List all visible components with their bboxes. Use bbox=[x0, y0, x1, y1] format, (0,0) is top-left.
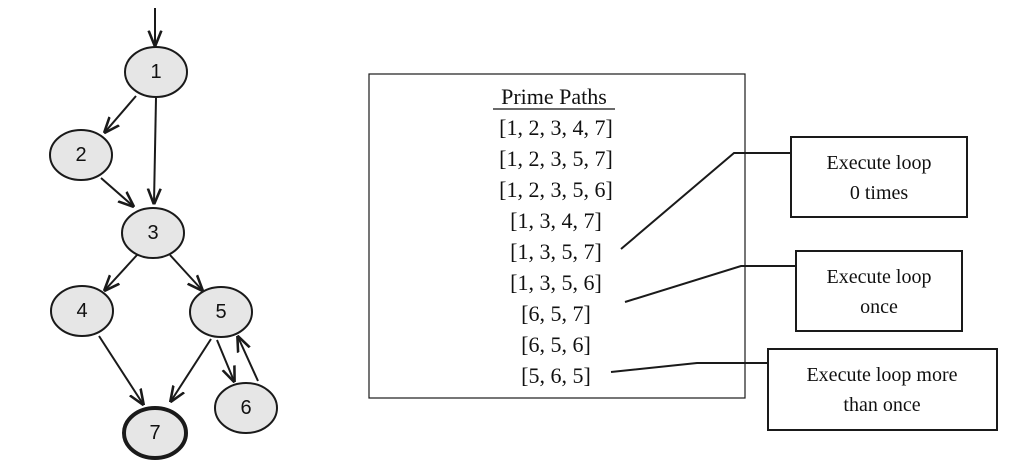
graph-edges bbox=[98, 8, 259, 404]
prime-path-item: [5, 6, 5] bbox=[521, 363, 591, 388]
leader-line-more-than-once bbox=[610, 362, 768, 373]
node-5: 5 bbox=[189, 286, 253, 338]
prime-path-item: [6, 5, 7] bbox=[521, 301, 591, 326]
node-3: 3 bbox=[121, 207, 185, 259]
callout-once-line1: Execute loop bbox=[827, 266, 932, 288]
prime-path-item: [1, 2, 3, 5, 7] bbox=[499, 146, 613, 171]
node-7-final: 7 bbox=[122, 406, 188, 460]
node-1: 1 bbox=[124, 46, 188, 98]
prime-path-item: [6, 5, 6] bbox=[521, 332, 591, 357]
prime-path-item: [1, 2, 3, 5, 6] bbox=[499, 177, 613, 202]
callout-once-line2: once bbox=[860, 296, 898, 318]
prime-path-item: [1, 3, 5, 6] bbox=[510, 270, 602, 295]
edge-5-to-7 bbox=[171, 338, 212, 401]
node-6-label: 6 bbox=[240, 397, 251, 419]
prime-path-item: [1, 2, 3, 4, 7] bbox=[499, 115, 613, 140]
edge-1-to-3 bbox=[154, 97, 156, 203]
edge-6-to-5 bbox=[238, 337, 259, 382]
edge-5-to-6 bbox=[216, 339, 234, 381]
node-4-label: 4 bbox=[76, 300, 87, 322]
callout-more-than-once-line1: Execute loop more bbox=[806, 364, 957, 386]
callout-more-than-once: Execute loop more than once bbox=[767, 348, 998, 431]
edge-2-to-3 bbox=[100, 177, 133, 206]
callout-zero-times-line1: Execute loop bbox=[827, 152, 932, 174]
leader-line-once bbox=[624, 265, 797, 303]
node-3-label: 3 bbox=[147, 222, 158, 244]
edge-4-to-7 bbox=[98, 335, 143, 404]
node-4: 4 bbox=[50, 285, 114, 337]
edge-3-to-4 bbox=[105, 254, 138, 290]
node-2: 2 bbox=[49, 129, 113, 181]
prime-paths-title: Prime Paths bbox=[501, 84, 607, 109]
node-5-label: 5 bbox=[215, 301, 226, 323]
prime-paths-box bbox=[368, 73, 746, 399]
node-6: 6 bbox=[214, 382, 278, 434]
callout-once: Execute loop once bbox=[795, 250, 963, 332]
callout-zero-times-line2: 0 times bbox=[850, 182, 909, 204]
callout-more-than-once-line2: than once bbox=[843, 394, 920, 416]
callout-zero-times: Execute loop 0 times bbox=[790, 136, 968, 218]
leader-line-zero-times bbox=[620, 152, 792, 250]
node-7-label: 7 bbox=[149, 422, 160, 444]
edge-1-to-2 bbox=[105, 95, 137, 132]
prime-path-item: [1, 3, 4, 7] bbox=[510, 208, 602, 233]
node-2-label: 2 bbox=[75, 144, 86, 166]
edge-3-to-5 bbox=[169, 254, 202, 290]
node-1-label: 1 bbox=[150, 61, 161, 83]
prime-path-item: [1, 3, 5, 7] bbox=[510, 239, 602, 264]
